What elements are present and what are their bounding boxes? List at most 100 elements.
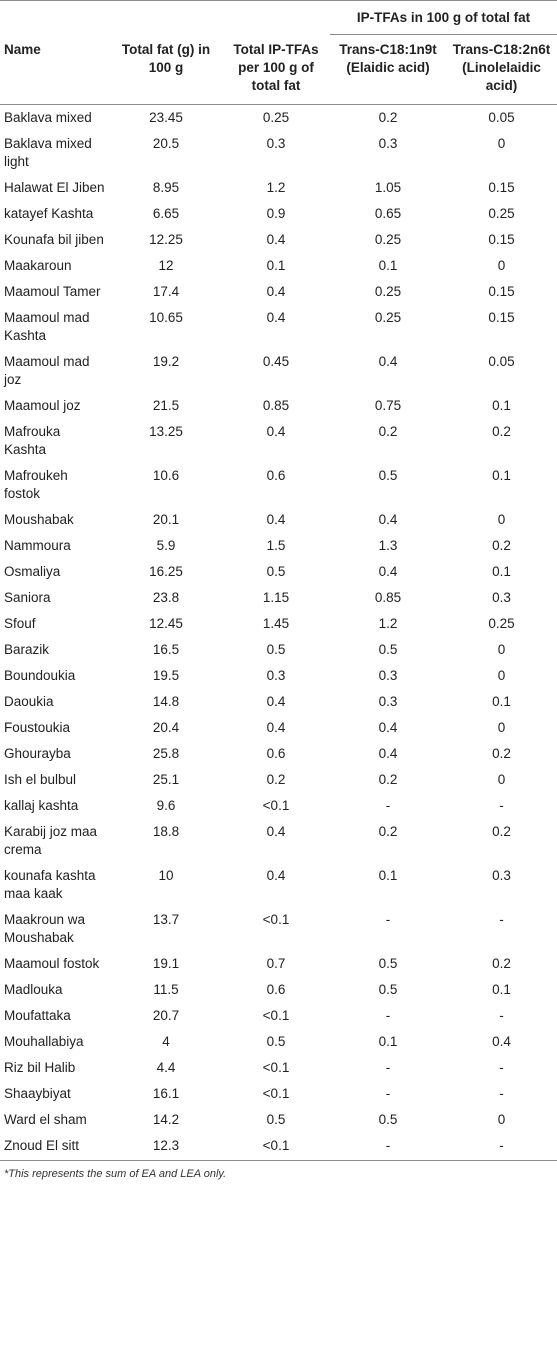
cell-total-fat: 13.7 (152, 912, 180, 927)
cell-name: Shaaybiyat (4, 1086, 71, 1101)
cell-elaidic-acid: 0.1 (378, 1034, 398, 1049)
cell-linolelaidic-acid: 0.2 (492, 424, 511, 439)
cell-elaidic-acid: 0.1 (378, 868, 398, 883)
table-row: Maamoul mad joz 19.2 0.45 0.4 0.05 (0, 349, 557, 393)
cell-total-fat: 25.1 (152, 772, 180, 787)
table-row: Nammoura 5.9 1.5 1.3 0.2 (0, 533, 557, 559)
cell-total-fat: 20.7 (152, 1008, 180, 1023)
cell-elaidic-acid: 1.2 (378, 616, 398, 631)
cell-linolelaidic-acid: 0.05 (488, 110, 515, 125)
cell-linolelaidic-acid: 0.2 (492, 824, 511, 839)
table-row: Madlouka 11.5 0.6 0.5 0.1 (0, 977, 557, 1003)
cell-total-iptfa: 0.5 (266, 1112, 286, 1127)
cell-total-fat: 10 (158, 868, 174, 883)
cell-linolelaidic-acid: - (499, 912, 504, 927)
header-total-fat: Total fat (g) in 100 g (110, 34, 222, 105)
cell-elaidic-acid: 1.05 (374, 180, 402, 195)
cell-linolelaidic-acid: 0.05 (488, 354, 515, 369)
cell-linolelaidic-acid: 0.1 (492, 982, 511, 997)
cell-total-fat: 16.25 (149, 564, 183, 579)
cell-linolelaidic-acid: - (499, 1060, 504, 1075)
cell-elaidic-acid: - (330, 1133, 446, 1161)
table-row: Osmaliya 16.25 0.5 0.4 0.1 (0, 559, 557, 585)
cell-linolelaidic-acid: 0 (497, 512, 506, 527)
header-total-iptfa: Total IP-TFAs per 100 g of total fat (222, 34, 330, 105)
cell-total-iptfa: 0.5 (266, 642, 286, 657)
cell-total-fat: 20.1 (152, 512, 180, 527)
cell-total-iptfa: 0.4 (266, 694, 286, 709)
cell-name: Baklava mixed (4, 110, 92, 125)
cell-total-fat: 14.8 (152, 694, 180, 709)
cell-name: Znoud El sitt (0, 1133, 110, 1161)
table-row: katayef Kashta 6.65 0.9 0.65 0.25 (0, 201, 557, 227)
cell-total-iptfa: 0.4 (266, 512, 286, 527)
cell-total-iptfa: <0.1 (262, 1086, 290, 1101)
cell-elaidic-acid: 0.3 (378, 136, 398, 151)
cell-total-iptfa: 0.2 (266, 772, 286, 787)
cell-total-iptfa: 0.45 (262, 354, 290, 369)
column-header-row: Name Total fat (g) in 100 g Total IP-TFA… (0, 34, 557, 105)
table-row: kallaj kashta 9.6 <0.1 - - (0, 793, 557, 819)
table-row: Moushabak 20.1 0.4 0.4 0 (0, 507, 557, 533)
cell-total-fat: 10.65 (149, 310, 183, 325)
cell-total-fat: 23.45 (149, 110, 183, 125)
cell-linolelaidic-acid: 0.2 (492, 746, 511, 761)
table-row: Baklava mixed 23.45 0.25 0.2 0.05 (0, 105, 557, 132)
cell-elaidic-acid: - (385, 1060, 391, 1075)
cell-name: Ward el sham (4, 1112, 87, 1127)
table-row: Shaaybiyat 16.1 <0.1 - - (0, 1081, 557, 1107)
cell-linolelaidic-acid: 0.1 (492, 694, 511, 709)
cell-elaidic-acid: 0.4 (378, 564, 398, 579)
cell-total-fat: 13.25 (149, 424, 183, 439)
cell-total-fat: 4 (162, 1034, 170, 1049)
cell-linolelaidic-acid: 0.2 (492, 956, 511, 971)
table-row: Barazik 16.5 0.5 0.5 0 (0, 637, 557, 663)
cell-linolelaidic-acid: - (446, 1133, 557, 1161)
cell-total-fat: 19.1 (152, 956, 180, 971)
cell-name: Osmaliya (4, 564, 61, 579)
header-elaidic-acid: Trans-C18:1n9t (Elaidic acid) (330, 34, 446, 105)
cell-total-iptfa: 0.5 (266, 1034, 286, 1049)
cell-name: Maamoul Tamer (4, 284, 101, 299)
cell-total-iptfa: 1.15 (262, 590, 290, 605)
cell-name: Maakaroun (4, 258, 72, 273)
cell-linolelaidic-acid: - (499, 1086, 504, 1101)
trans-fat-table: IP-TFAs in 100 g of total fat Name Total… (0, 0, 557, 1161)
cell-total-iptfa: <0.1 (262, 912, 290, 927)
cell-total-fat: 20.5 (152, 136, 180, 151)
cell-total-iptfa: 0.3 (266, 136, 286, 151)
cell-total-fat: 14.2 (152, 1112, 180, 1127)
cell-elaidic-acid: 0.4 (378, 746, 398, 761)
cell-linolelaidic-acid: 0.3 (492, 868, 511, 883)
cell-linolelaidic-acid: 0.15 (488, 232, 515, 247)
cell-total-fat: 6.65 (152, 206, 180, 221)
cell-total-fat: 4.4 (156, 1060, 176, 1075)
cell-total-iptfa: 0.6 (266, 982, 286, 997)
cell-total-iptfa: 0.4 (266, 284, 286, 299)
cell-elaidic-acid: 0.25 (374, 232, 402, 247)
cell-linolelaidic-acid: 0.15 (488, 310, 515, 325)
cell-elaidic-acid: 0.2 (378, 824, 398, 839)
cell-name: Maamoul fostok (4, 956, 100, 971)
cell-total-fat: 12 (158, 258, 174, 273)
cell-linolelaidic-acid: 0.25 (488, 206, 515, 221)
table-row: Maamoul joz 21.5 0.85 0.75 0.1 (0, 393, 557, 419)
cell-name: Mouhallabiya (4, 1034, 84, 1049)
cell-linolelaidic-acid: - (499, 1008, 504, 1023)
cell-total-fat: 12.25 (149, 232, 183, 247)
cell-total-iptfa: 0.85 (262, 398, 290, 413)
cell-total-iptfa: 1.2 (266, 180, 286, 195)
cell-name: Ish el bulbul (4, 772, 77, 787)
cell-linolelaidic-acid: 0 (497, 258, 506, 273)
cell-total-fat: 5.9 (156, 538, 176, 553)
cell-total-iptfa: 0.1 (266, 258, 286, 273)
cell-elaidic-acid: 0.85 (374, 590, 402, 605)
cell-total-fat: 11.5 (153, 982, 179, 997)
cell-linolelaidic-acid: 0.15 (488, 284, 515, 299)
cell-elaidic-acid: - (385, 912, 391, 927)
table-row: Maamoul mad Kashta 10.65 0.4 0.25 0.15 (0, 305, 557, 349)
table-container: IP-TFAs in 100 g of total fat Name Total… (0, 0, 557, 1180)
cell-total-iptfa: 0.3 (266, 668, 286, 683)
cell-total-iptfa: 0.4 (266, 424, 286, 439)
cell-elaidic-acid: 0.3 (378, 694, 398, 709)
